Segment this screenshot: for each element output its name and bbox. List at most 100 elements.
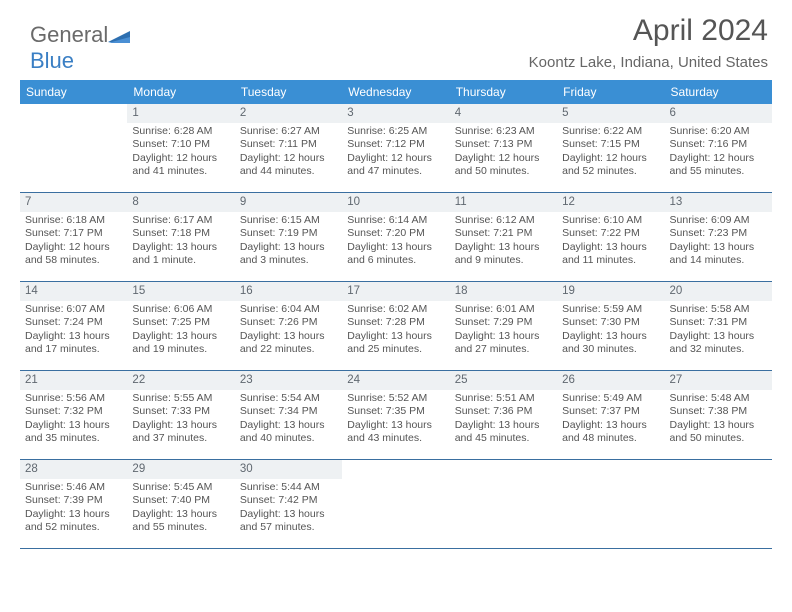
calendar-day-cell: 29Sunrise: 5:45 AMSunset: 7:40 PMDayligh… xyxy=(127,460,234,548)
day-details: Sunrise: 6:09 AMSunset: 7:23 PMDaylight:… xyxy=(670,214,767,268)
day-of-week-label: Wednesday xyxy=(342,80,449,104)
day-number: 3 xyxy=(342,104,449,123)
calendar-week-row: 28 Sunrise: 5:46 AMSunset: 7:39 PMDayligh… xyxy=(20,460,772,549)
day-details: Sunrise: 5:46 AMSunset: 7:39 PMDaylight:… xyxy=(25,481,122,535)
day-details: Sunrise: 6:02 AMSunset: 7:28 PMDaylight:… xyxy=(347,303,444,357)
day-details: Sunrise: 6:06 AMSunset: 7:25 PMDaylight:… xyxy=(132,303,229,357)
calendar-day-cell: 27 Sunrise: 5:48 AMSunset: 7:38 PMDayligh… xyxy=(665,371,772,459)
day-number: 5 xyxy=(557,104,664,123)
day-number: 8 xyxy=(127,193,234,212)
day-details: Sunrise: 6:18 AMSunset: 7:17 PMDaylight:… xyxy=(25,214,122,268)
brand-part2: Blue xyxy=(30,48,74,73)
day-number: 25 xyxy=(450,371,557,390)
day-number: 19 xyxy=(557,282,664,301)
calendar-day-cell: 28 Sunrise: 5:46 AMSunset: 7:39 PMDayligh… xyxy=(20,460,127,548)
day-details: Sunrise: 6:20 AMSunset: 7:16 PMDaylight:… xyxy=(670,125,767,179)
calendar-week-row: 1Sunrise: 6:28 AMSunset: 7:10 PMDaylight… xyxy=(20,104,772,193)
day-details: Sunrise: 5:58 AMSunset: 7:31 PMDaylight:… xyxy=(670,303,767,357)
calendar-day-cell: 30Sunrise: 5:44 AMSunset: 7:42 PMDayligh… xyxy=(235,460,342,548)
calendar-day-cell: 11 Sunrise: 6:12 AMSunset: 7:21 PMDayligh… xyxy=(450,193,557,281)
day-number: 9 xyxy=(235,193,342,212)
calendar-day-cell: 9 Sunrise: 6:15 AMSunset: 7:19 PMDaylight… xyxy=(235,193,342,281)
day-of-week-label: Saturday xyxy=(665,80,772,104)
calendar-day-cell: 22 Sunrise: 5:55 AMSunset: 7:33 PMDayligh… xyxy=(127,371,234,459)
day-number: 1 xyxy=(127,104,234,123)
day-number: 30 xyxy=(235,460,342,479)
day-details: Sunrise: 6:22 AMSunset: 7:15 PMDaylight:… xyxy=(562,125,659,179)
calendar-day-cell xyxy=(557,460,664,548)
calendar-day-cell xyxy=(665,460,772,548)
calendar-day-cell: 20 Sunrise: 5:58 AMSunset: 7:31 PMDayligh… xyxy=(665,282,772,370)
day-number: 16 xyxy=(235,282,342,301)
day-details: Sunrise: 5:59 AMSunset: 7:30 PMDaylight:… xyxy=(562,303,659,357)
day-number: 10 xyxy=(342,193,449,212)
day-details: Sunrise: 5:48 AMSunset: 7:38 PMDaylight:… xyxy=(670,392,767,446)
day-number: 29 xyxy=(127,460,234,479)
day-details: Sunrise: 6:23 AMSunset: 7:13 PMDaylight:… xyxy=(455,125,552,179)
calendar-day-cell: 4 Sunrise: 6:23 AMSunset: 7:13 PMDaylight… xyxy=(450,104,557,192)
day-number: 26 xyxy=(557,371,664,390)
day-details: Sunrise: 6:04 AMSunset: 7:26 PMDaylight:… xyxy=(240,303,337,357)
day-details: Sunrise: 5:54 AMSunset: 7:34 PMDaylight:… xyxy=(240,392,337,446)
day-number: 12 xyxy=(557,193,664,212)
calendar-day-cell: 26Sunrise: 5:49 AMSunset: 7:37 PMDayligh… xyxy=(557,371,664,459)
day-details: Sunrise: 5:55 AMSunset: 7:33 PMDaylight:… xyxy=(132,392,229,446)
day-number: 17 xyxy=(342,282,449,301)
brand-logo: GeneralBlue xyxy=(30,22,130,74)
day-number: 4 xyxy=(450,104,557,123)
calendar-day-cell: 7Sunrise: 6:18 AMSunset: 7:17 PMDaylight… xyxy=(20,193,127,281)
day-number: 15 xyxy=(127,282,234,301)
day-of-week-label: Monday xyxy=(127,80,234,104)
day-number: 13 xyxy=(665,193,772,212)
calendar-day-cell: 16 Sunrise: 6:04 AMSunset: 7:26 PMDayligh… xyxy=(235,282,342,370)
day-number: 20 xyxy=(665,282,772,301)
calendar-day-cell: 23Sunrise: 5:54 AMSunset: 7:34 PMDayligh… xyxy=(235,371,342,459)
calendar-day-cell: 19 Sunrise: 5:59 AMSunset: 7:30 PMDayligh… xyxy=(557,282,664,370)
calendar: SundayMondayTuesdayWednesdayThursdayFrid… xyxy=(20,80,772,549)
calendar-week-row: 14 Sunrise: 6:07 AMSunset: 7:24 PMDayligh… xyxy=(20,282,772,371)
day-number: 21 xyxy=(20,371,127,390)
calendar-day-cell: 1Sunrise: 6:28 AMSunset: 7:10 PMDaylight… xyxy=(127,104,234,192)
day-details: Sunrise: 6:25 AMSunset: 7:12 PMDaylight:… xyxy=(347,125,444,179)
calendar-day-cell xyxy=(450,460,557,548)
day-of-week-label: Friday xyxy=(557,80,664,104)
day-number: 6 xyxy=(665,104,772,123)
day-details: Sunrise: 6:12 AMSunset: 7:21 PMDaylight:… xyxy=(455,214,552,268)
day-details: Sunrise: 6:10 AMSunset: 7:22 PMDaylight:… xyxy=(562,214,659,268)
flag-icon xyxy=(108,28,130,44)
calendar-day-cell: 15 Sunrise: 6:06 AMSunset: 7:25 PMDayligh… xyxy=(127,282,234,370)
day-details: Sunrise: 5:51 AMSunset: 7:36 PMDaylight:… xyxy=(455,392,552,446)
page-header: GeneralBlue April 2024 Koontz Lake, Indi… xyxy=(0,0,792,72)
brand-part1: General xyxy=(30,22,108,47)
location-label: Koontz Lake, Indiana, United States xyxy=(529,54,768,71)
day-details: Sunrise: 6:01 AMSunset: 7:29 PMDaylight:… xyxy=(455,303,552,357)
day-details: Sunrise: 6:14 AMSunset: 7:20 PMDaylight:… xyxy=(347,214,444,268)
day-number: 28 xyxy=(20,460,127,479)
day-details: Sunrise: 6:15 AMSunset: 7:19 PMDaylight:… xyxy=(240,214,337,268)
day-of-week-row: SundayMondayTuesdayWednesdayThursdayFrid… xyxy=(20,80,772,104)
calendar-day-cell: 17 Sunrise: 6:02 AMSunset: 7:28 PMDayligh… xyxy=(342,282,449,370)
calendar-week-row: 7Sunrise: 6:18 AMSunset: 7:17 PMDaylight… xyxy=(20,193,772,282)
weeks-container: 1Sunrise: 6:28 AMSunset: 7:10 PMDaylight… xyxy=(20,104,772,549)
day-number: 2 xyxy=(235,104,342,123)
calendar-day-cell xyxy=(20,104,127,192)
calendar-day-cell: 2 Sunrise: 6:27 AMSunset: 7:11 PMDaylight… xyxy=(235,104,342,192)
calendar-day-cell: 8Sunrise: 6:17 AMSunset: 7:18 PMDaylight… xyxy=(127,193,234,281)
calendar-day-cell: 21 Sunrise: 5:56 AMSunset: 7:32 PMDayligh… xyxy=(20,371,127,459)
day-details: Sunrise: 6:27 AMSunset: 7:11 PMDaylight:… xyxy=(240,125,337,179)
calendar-week-row: 21 Sunrise: 5:56 AMSunset: 7:32 PMDayligh… xyxy=(20,371,772,460)
day-number: 14 xyxy=(20,282,127,301)
day-details: Sunrise: 6:07 AMSunset: 7:24 PMDaylight:… xyxy=(25,303,122,357)
calendar-day-cell: 25 Sunrise: 5:51 AMSunset: 7:36 PMDayligh… xyxy=(450,371,557,459)
day-number: 24 xyxy=(342,371,449,390)
calendar-day-cell: 12 Sunrise: 6:10 AMSunset: 7:22 PMDayligh… xyxy=(557,193,664,281)
day-number: 11 xyxy=(450,193,557,212)
day-details: Sunrise: 5:56 AMSunset: 7:32 PMDaylight:… xyxy=(25,392,122,446)
day-number: 27 xyxy=(665,371,772,390)
day-number: 22 xyxy=(127,371,234,390)
calendar-day-cell: 5 Sunrise: 6:22 AMSunset: 7:15 PMDaylight… xyxy=(557,104,664,192)
calendar-day-cell xyxy=(342,460,449,548)
day-of-week-label: Tuesday xyxy=(235,80,342,104)
page-title: April 2024 xyxy=(633,14,768,48)
calendar-day-cell: 14 Sunrise: 6:07 AMSunset: 7:24 PMDayligh… xyxy=(20,282,127,370)
